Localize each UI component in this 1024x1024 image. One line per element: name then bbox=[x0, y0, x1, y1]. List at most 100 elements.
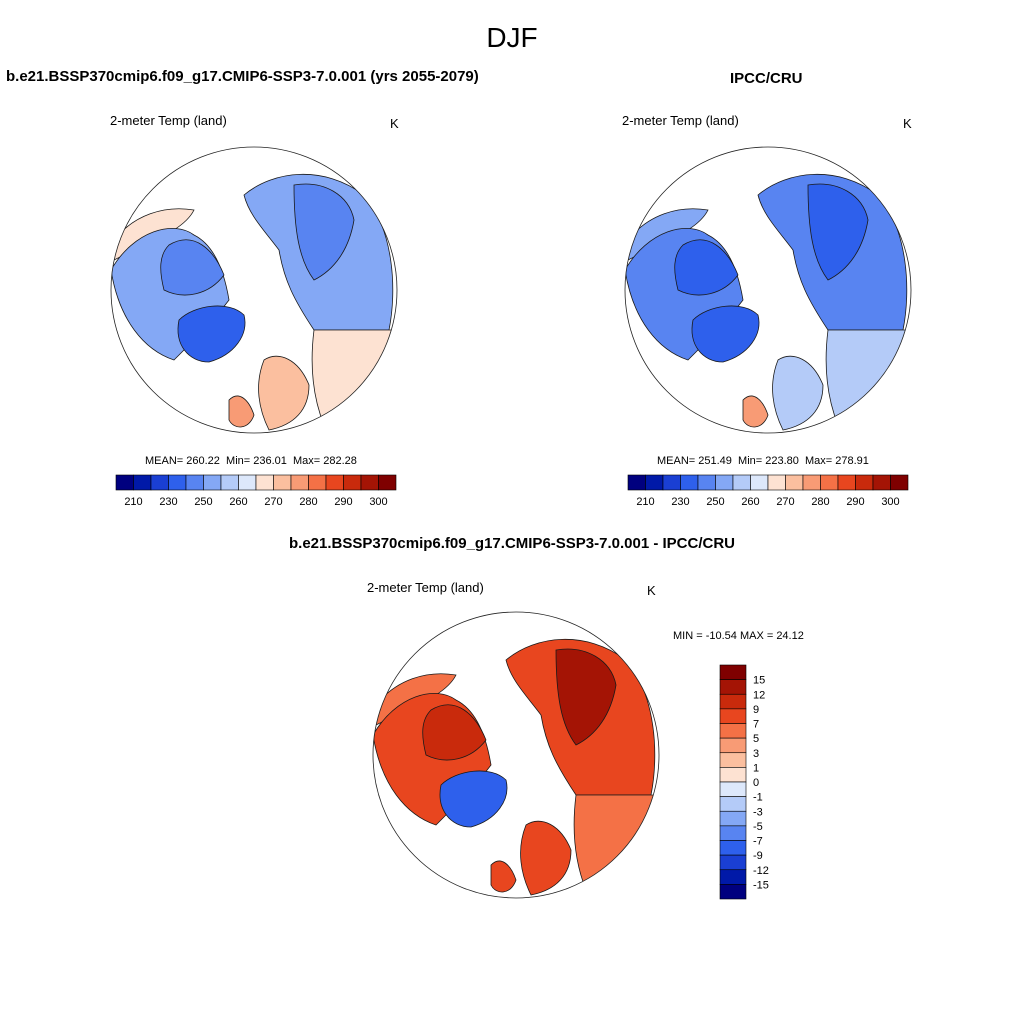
colorbar-box bbox=[719, 737, 747, 754]
obs-mean: MEAN= 251.49 bbox=[657, 455, 732, 467]
obs-stats: MEAN= 251.49 Min= 223.80 Max= 278.91 bbox=[657, 455, 869, 467]
colorbar-tick-label: 12 bbox=[753, 689, 765, 701]
colorbar-box bbox=[290, 474, 309, 491]
colorbar-tick-label: -15 bbox=[753, 879, 769, 891]
region-europe bbox=[258, 355, 310, 431]
colorbar-tick-label: -7 bbox=[753, 836, 763, 848]
colorbar-box bbox=[890, 474, 909, 491]
colorbar-tick-label: 5 bbox=[753, 733, 759, 745]
model-polar-map bbox=[110, 146, 398, 434]
colorbar-tick-label: 290 bbox=[334, 496, 352, 508]
colorbar-box bbox=[719, 693, 747, 710]
colorbar-box bbox=[697, 474, 716, 491]
model-panel-title: b.e21.BSSP370cmip6.f09_g17.CMIP6-SSP3-7.… bbox=[6, 68, 479, 85]
colorbar-box bbox=[719, 796, 747, 812]
colorbar-box bbox=[820, 474, 839, 491]
region-south_band bbox=[311, 329, 395, 426]
colorbar-box bbox=[719, 884, 747, 900]
model-max: Max= 282.28 bbox=[293, 455, 357, 467]
colorbar-box bbox=[185, 474, 204, 491]
colorbar-box bbox=[719, 781, 747, 797]
colorbar-box bbox=[785, 474, 804, 491]
obs-min: Min= 223.80 bbox=[738, 455, 799, 467]
colorbar-tick-label: 250 bbox=[194, 496, 212, 508]
colorbar-box bbox=[715, 474, 734, 491]
colorbar-box bbox=[719, 708, 747, 724]
colorbar-tick-label: -9 bbox=[753, 850, 763, 862]
colorbar-tick-label: 15 bbox=[753, 675, 765, 687]
obs-units-label: K bbox=[903, 116, 912, 131]
colorbar-box bbox=[325, 474, 344, 491]
colorbar-box bbox=[750, 474, 769, 491]
obs-colorbar: 210 230 250 260 270 280 290 300 bbox=[627, 474, 909, 508]
region-canada_north bbox=[422, 704, 487, 761]
colorbar-box bbox=[662, 474, 681, 491]
region-greenland bbox=[691, 305, 760, 363]
colorbar-box bbox=[378, 474, 397, 491]
colorbar-tick-label: -5 bbox=[753, 821, 763, 833]
model-units-label: K bbox=[390, 116, 399, 131]
colorbar-box bbox=[719, 723, 747, 739]
colorbar-box bbox=[732, 474, 751, 491]
colorbar-tick-label: 210 bbox=[124, 496, 142, 508]
model-stats: MEAN= 260.22 Min= 236.01 Max= 282.28 bbox=[145, 455, 357, 467]
colorbar-tick-label: 0 bbox=[753, 777, 759, 789]
obs-variable-label: 2-meter Temp (land) bbox=[622, 113, 739, 128]
map-boundary bbox=[110, 146, 398, 434]
region-siberia_east bbox=[293, 183, 355, 281]
region-canada_north bbox=[160, 239, 225, 296]
colorbar-box bbox=[115, 474, 134, 491]
colorbar-box bbox=[872, 474, 891, 491]
model-colorbar: 210 230 250 260 270 280 290 300 bbox=[115, 474, 397, 508]
diff-polar-map bbox=[372, 611, 660, 899]
region-greenland bbox=[177, 305, 246, 363]
colorbar-box bbox=[802, 474, 821, 491]
colorbar-box bbox=[837, 474, 856, 491]
colorbar-box bbox=[360, 474, 379, 491]
colorbar-box bbox=[255, 474, 274, 491]
region-europe bbox=[520, 820, 572, 896]
colorbar-box bbox=[855, 474, 874, 491]
colorbar-box bbox=[719, 679, 747, 695]
colorbar-tick-label: 300 bbox=[369, 496, 387, 508]
region-siberia_east bbox=[555, 648, 617, 746]
colorbar-box bbox=[150, 474, 169, 491]
colorbar-box bbox=[645, 474, 664, 491]
colorbar-tick-label: 1 bbox=[753, 762, 759, 774]
colorbar-box bbox=[238, 474, 257, 491]
colorbar-box bbox=[719, 752, 747, 768]
colorbar-box bbox=[719, 767, 747, 783]
colorbar-box bbox=[203, 474, 222, 491]
colorbar-box bbox=[343, 474, 362, 491]
colorbar-tick-label: 260 bbox=[229, 496, 247, 508]
colorbar-tick-label: 300 bbox=[881, 496, 899, 508]
region-canada_north bbox=[674, 239, 739, 296]
colorbar-box bbox=[719, 664, 747, 680]
colorbar-tick-label: 250 bbox=[706, 496, 724, 508]
colorbar-box bbox=[220, 474, 239, 491]
diff-panel-title: b.e21.BSSP370cmip6.f09_g17.CMIP6-SSP3-7.… bbox=[288, 535, 736, 552]
colorbar-box bbox=[719, 869, 747, 885]
region-siberia_east bbox=[807, 183, 869, 281]
map-boundary bbox=[372, 611, 660, 899]
diff-variable-label: 2-meter Temp (land) bbox=[367, 580, 484, 595]
colorbar-box bbox=[168, 474, 187, 491]
colorbar-box bbox=[767, 474, 786, 491]
colorbar-box bbox=[719, 840, 747, 856]
region-south_band bbox=[573, 794, 657, 891]
diff-colorbar: 15 12 9 7 5 3 1 0 -1 -3 -5 -7 -9 -12 -15 bbox=[719, 664, 769, 900]
colorbar-tick-label: 230 bbox=[671, 496, 689, 508]
region-greenland bbox=[439, 770, 508, 828]
colorbar-tick-label: 280 bbox=[811, 496, 829, 508]
model-mean: MEAN= 260.22 bbox=[145, 455, 220, 467]
colorbar-tick-label: 260 bbox=[741, 496, 759, 508]
colorbar-box bbox=[627, 474, 646, 491]
diff-minmax: MIN = -10.54 MAX = 24.12 bbox=[673, 630, 804, 642]
model-min: Min= 236.01 bbox=[226, 455, 287, 467]
colorbar-box bbox=[680, 474, 699, 491]
colorbar-tick-label: -12 bbox=[753, 865, 769, 877]
colorbar-box bbox=[273, 474, 292, 491]
colorbar-tick-label: -1 bbox=[753, 792, 763, 804]
map-boundary bbox=[624, 146, 912, 434]
